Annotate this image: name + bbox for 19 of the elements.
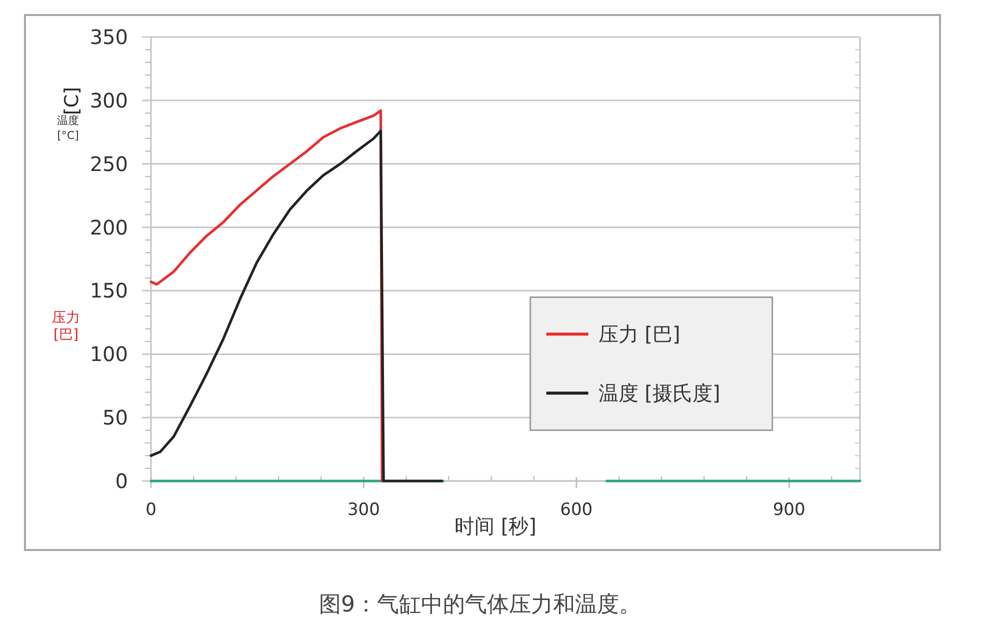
x-tick-label: 900	[772, 500, 806, 520]
y-tick-label: 200	[90, 215, 128, 240]
x-tick-label: 600	[560, 500, 593, 520]
legend-label: 温度 [摄氏度]	[598, 381, 720, 406]
x-tick-label: 300	[347, 500, 380, 520]
y-tick-label: 50	[102, 406, 128, 430]
annotation: [C]	[61, 86, 83, 116]
title: 图9：气缸中的气体压力和温度。	[319, 592, 641, 618]
y-tick-label: 100	[90, 342, 128, 366]
y-axis-title: 温度 [°C]	[57, 114, 79, 142]
y-tick-label: 350	[90, 25, 128, 49]
legend-label: 压力 [巴]	[598, 322, 680, 346]
x-axis-title: 时间 [秒]	[454, 514, 536, 538]
y-tick-label: 250	[90, 152, 128, 176]
annotation: 压力 [巴]	[52, 310, 80, 343]
y-tick-label: 300	[90, 88, 128, 112]
y-tick-label: 150	[90, 278, 128, 303]
x-tick-label: 0	[146, 500, 156, 520]
y-tick-label: 0	[115, 469, 128, 493]
